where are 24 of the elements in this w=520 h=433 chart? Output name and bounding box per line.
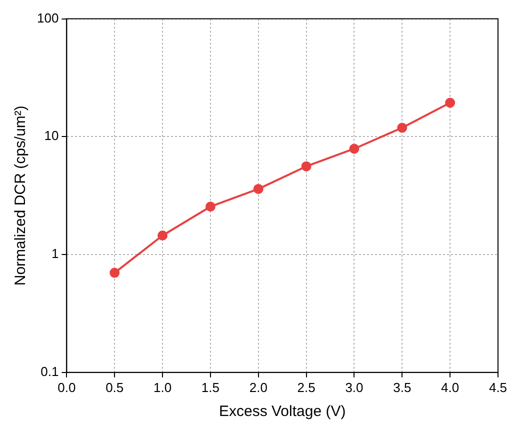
x-tick-label: 1.0	[154, 380, 172, 395]
x-tick-label: 2.0	[249, 380, 268, 395]
x-axis-title: Excess Voltage (V)	[218, 403, 346, 420]
point	[205, 202, 216, 212]
point	[445, 98, 456, 108]
point	[349, 144, 360, 154]
y-tick-label: 0.1	[40, 364, 59, 379]
x-tick-label: 0.0	[58, 380, 76, 395]
x-tick-label: 4.0	[441, 380, 460, 395]
x-tick-label: 4.5	[488, 380, 508, 395]
point	[110, 268, 120, 278]
point	[397, 122, 408, 133]
x-tick-label: 3.5	[393, 380, 412, 395]
point	[253, 184, 264, 194]
point	[158, 230, 168, 241]
x-tick-label: 0.5	[106, 380, 124, 395]
point	[301, 161, 312, 172]
y-tick-label: 10	[44, 128, 59, 144]
x-tick-label: 2.5	[297, 380, 316, 395]
y-axis-title: Normalized DCR (cps/um²)	[12, 106, 30, 286]
y-tick-label: 100	[36, 10, 59, 26]
x-tick-label: 1.5	[201, 380, 220, 395]
y-tick-label: 1	[51, 246, 59, 262]
x-tick-label: 3.0	[345, 380, 364, 395]
